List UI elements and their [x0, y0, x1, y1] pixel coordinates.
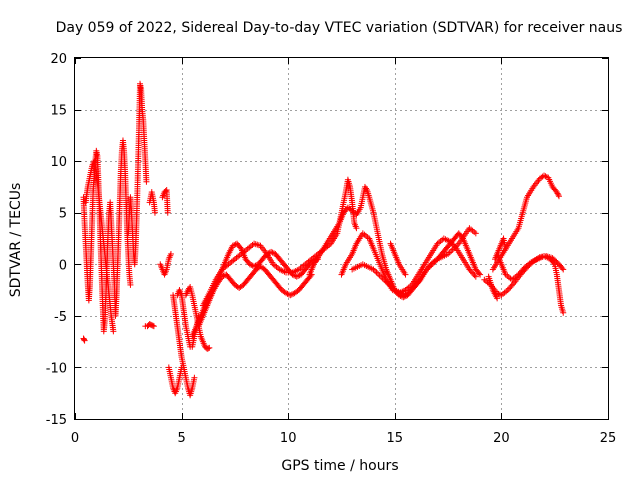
data-point: [554, 190, 561, 197]
data-point: [81, 336, 88, 343]
data-point: [448, 248, 455, 255]
plot-frame: [74, 57, 609, 420]
data-point: [149, 322, 156, 329]
data-point: [287, 292, 294, 299]
data-point: [229, 242, 236, 249]
data-point: [515, 271, 522, 278]
x-tick-label: 10: [280, 431, 297, 446]
data-point: [293, 273, 300, 280]
data-point: [268, 248, 275, 255]
data-point: [555, 191, 562, 198]
data-point: [555, 193, 562, 200]
data-point: [560, 309, 567, 316]
y-tick-label: 15: [50, 104, 67, 119]
y-tick-label: -10: [46, 361, 67, 376]
data-point: [472, 273, 479, 280]
data-point: [279, 267, 286, 274]
data-point: [248, 261, 255, 268]
x-tick-label: 5: [177, 431, 185, 446]
data-point: [191, 374, 198, 381]
y-tick-label: 20: [50, 52, 67, 67]
data-point: [246, 261, 253, 268]
data-point: [559, 265, 566, 272]
data-point: [468, 269, 475, 276]
y-tick-label: 0: [59, 258, 67, 273]
data-point: [507, 284, 514, 291]
x-tick-label: 20: [493, 431, 510, 446]
data-point: [237, 244, 244, 251]
data-points: [80, 80, 567, 399]
data-point: [520, 265, 527, 272]
data-point: [206, 344, 213, 351]
data-point: [516, 270, 523, 277]
data-point: [508, 282, 515, 289]
axis-ticks: [75, 58, 609, 420]
data-point: [373, 269, 380, 276]
data-point: [376, 272, 383, 279]
data-point: [81, 337, 88, 344]
y-axis-label: SDTVAR / TECUs: [8, 183, 24, 298]
data-point: [283, 290, 290, 297]
data-point: [127, 281, 134, 288]
data-point: [162, 188, 169, 195]
data-point: [110, 328, 117, 335]
data-point: [504, 287, 511, 294]
data-point: [254, 241, 261, 248]
data-point: [471, 272, 478, 279]
data-point: [553, 189, 560, 196]
data-point: [542, 173, 549, 180]
data-point: [467, 267, 474, 274]
data-point: [519, 267, 526, 274]
data-point: [143, 178, 150, 185]
x-axis-label: GPS time / hours: [281, 458, 398, 474]
y-tick-label: 5: [59, 207, 67, 222]
data-point: [288, 291, 295, 298]
data-point: [502, 245, 509, 252]
data-point: [295, 272, 302, 279]
data-point: [494, 295, 501, 302]
x-tick-labels: 0 5 10 15 20 25: [71, 431, 616, 446]
data-point: [477, 271, 484, 278]
x-tick-label: 0: [71, 431, 79, 446]
data-point: [251, 263, 258, 270]
data-point: [466, 266, 473, 273]
y-tick-label: 10: [50, 155, 67, 170]
data-point: [350, 209, 357, 216]
data-point: [448, 240, 455, 247]
data-point: [269, 249, 276, 256]
data-point: [472, 230, 479, 237]
grid-lines: [75, 58, 608, 419]
data-point: [509, 281, 516, 288]
data-point: [506, 285, 513, 292]
data-point: [150, 323, 157, 330]
data-point: [151, 209, 158, 216]
x-tick-label: 15: [387, 431, 404, 446]
data-point: [470, 270, 477, 277]
data-point: [284, 290, 291, 297]
data-point: [476, 270, 483, 277]
data-point: [550, 259, 557, 266]
x-tick-label: 25: [600, 431, 617, 446]
data-point: [164, 209, 171, 216]
data-point: [205, 345, 212, 352]
data-point: [541, 172, 548, 179]
data-point: [518, 268, 525, 275]
data-point: [447, 238, 454, 245]
y-tick-labels: -15 -10 -5 0 5 10 15 20: [46, 52, 67, 428]
y-tick-label: -5: [54, 310, 67, 325]
data-point: [402, 271, 409, 278]
data-point: [560, 266, 567, 273]
data-point: [167, 250, 174, 257]
y-tick-label: -15: [46, 413, 67, 428]
data-point: [349, 207, 356, 214]
chart-title: Day 059 of 2022, Sidereal Day-to-day VTE…: [56, 20, 623, 36]
data-point: [353, 225, 360, 232]
